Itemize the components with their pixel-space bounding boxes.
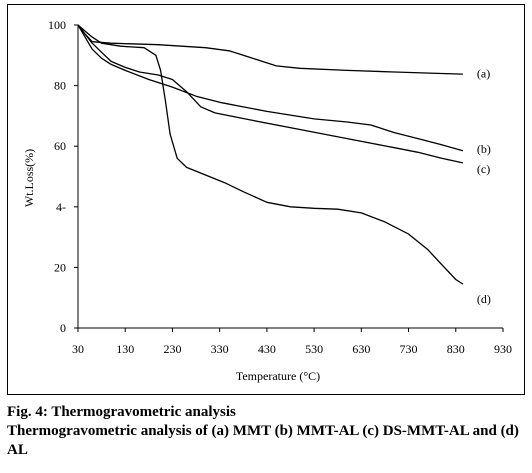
x-axis-title: Temperature (°C) <box>236 369 320 383</box>
series-lines <box>77 24 464 285</box>
y-tick-label: 80 <box>54 79 66 93</box>
series-line-d <box>77 24 464 285</box>
caption-description: Thermogravometric analysis of (a) MMT (b… <box>7 423 519 458</box>
y-tick-label: 100 <box>48 18 66 32</box>
chart-frame <box>7 4 525 395</box>
series-line-a <box>77 24 463 75</box>
x-tick-label: 130 <box>116 342 134 356</box>
x-tick-label: 30 <box>72 342 84 356</box>
axes <box>77 25 503 329</box>
series-line-b <box>77 24 464 164</box>
x-tick-label: 830 <box>447 342 465 356</box>
series-label-b: (b) <box>477 142 491 156</box>
series-label-a: (a) <box>477 66 490 80</box>
y-tick-label: 0 <box>60 321 66 335</box>
series-line-c <box>77 24 464 152</box>
y-axis-title: Wt.Loss(%) <box>22 149 36 207</box>
y-tick-label: 60 <box>54 139 66 153</box>
y-tick-label: 4- <box>56 200 66 214</box>
ticks: 30 130 230 330 430 530 630 730 830 930 0 20 4- 60 80 10… <box>48 18 512 356</box>
figure-label: Fig. 4: <box>7 404 48 420</box>
figure-title: Thermogravometric analysis <box>51 404 236 420</box>
x-tick-label: 330 <box>211 342 229 356</box>
series-labels: (a) (b) (c) (d) <box>477 66 491 306</box>
series-label-d: (d) <box>477 292 491 306</box>
x-tick-label: 930 <box>494 342 512 356</box>
x-tick-label: 430 <box>258 342 276 356</box>
tga-chart: 30 130 230 330 430 530 630 730 830 930 0 20 4- 60 80 10… <box>22 18 512 383</box>
x-tick-label: 730 <box>400 342 418 356</box>
x-tick-label: 630 <box>352 342 370 356</box>
x-tick-label: 230 <box>163 342 181 356</box>
x-tick-label: 530 <box>305 342 323 356</box>
caption-line-1: Fig. 4: Thermogravometric analysis <box>7 403 527 422</box>
figure-caption: Fig. 4: Thermogravometric analysis Therm… <box>7 403 527 460</box>
series-label-c: (c) <box>477 162 490 176</box>
y-tick-label: 20 <box>54 260 66 274</box>
